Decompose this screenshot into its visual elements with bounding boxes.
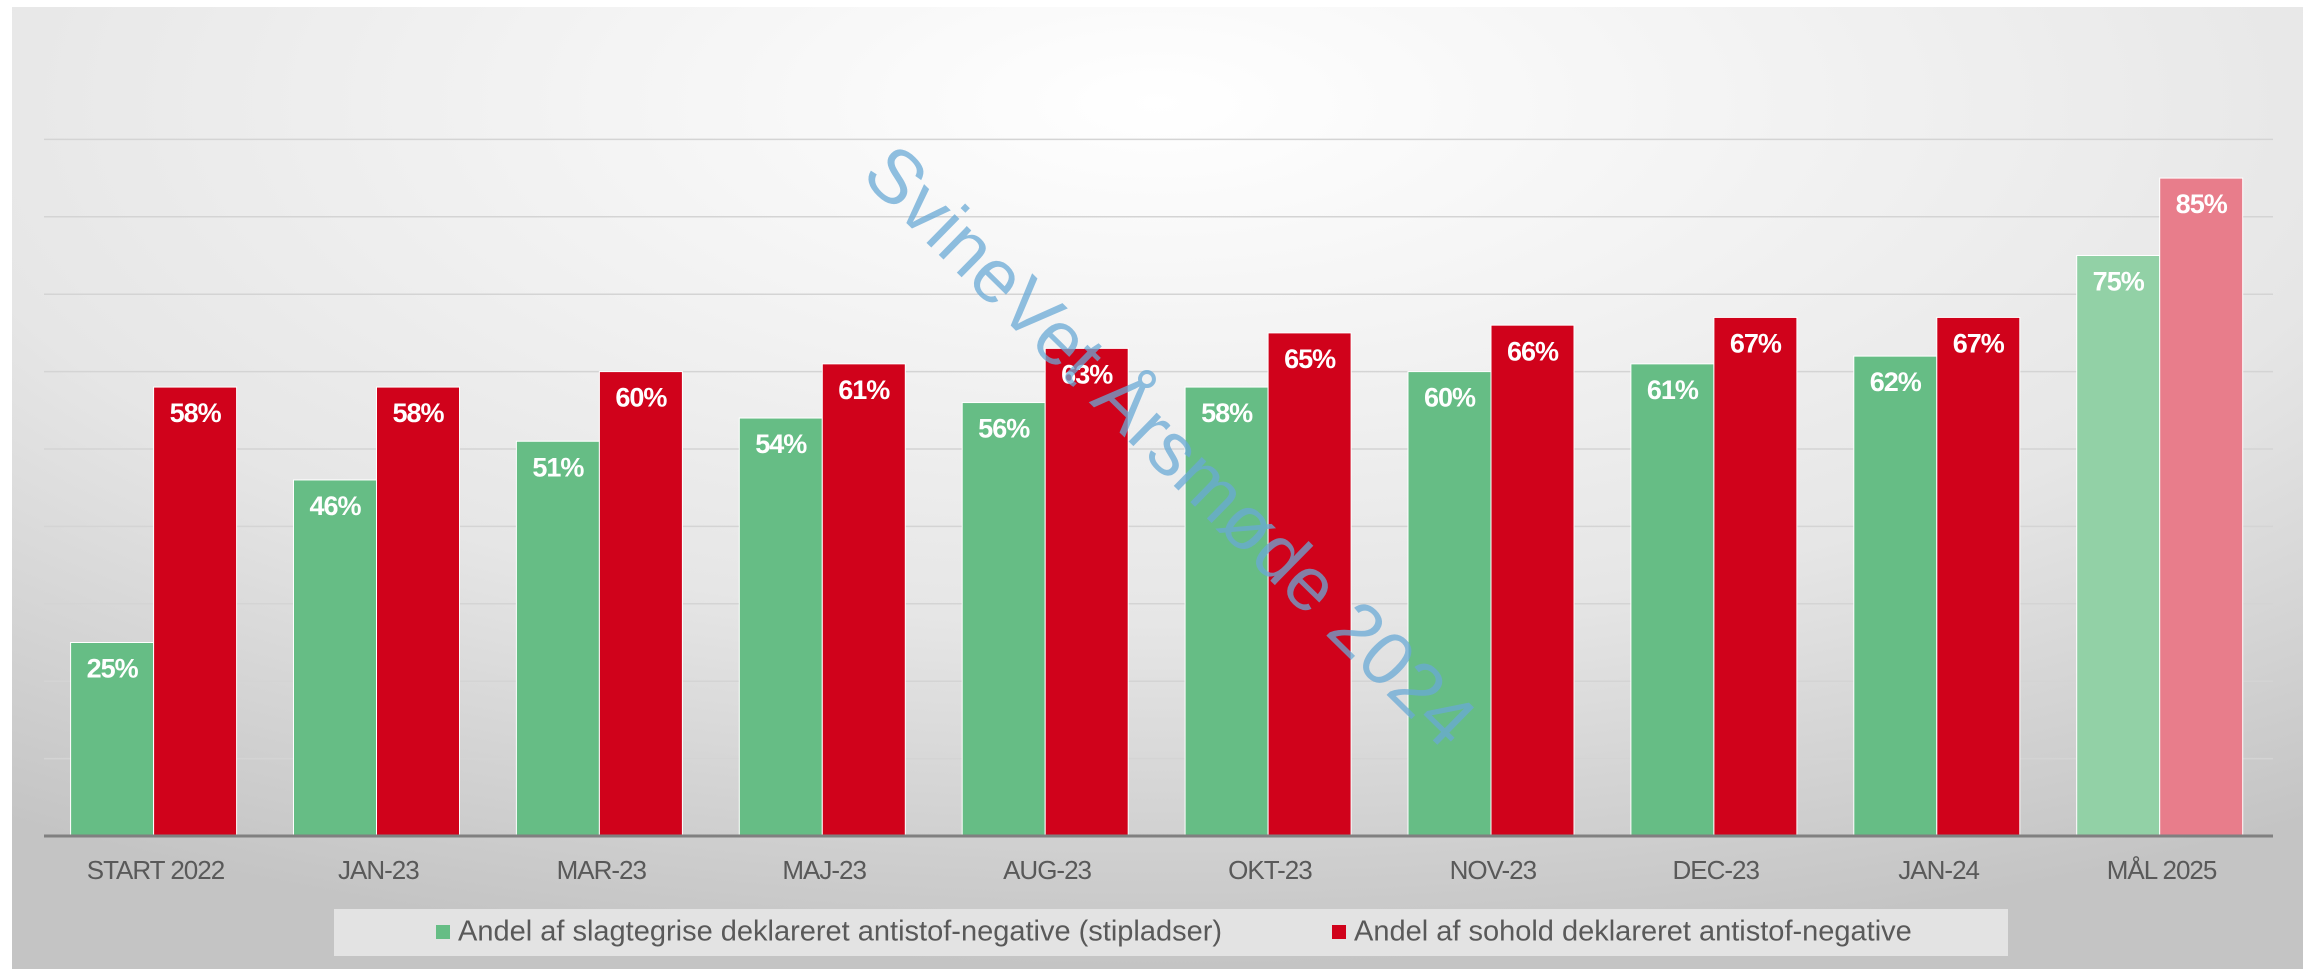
x-tick-label: MAJ-23 bbox=[782, 855, 866, 885]
x-tick-label: AUG-23 bbox=[1003, 855, 1091, 885]
bar bbox=[515, 440, 600, 837]
data-label: 58% bbox=[170, 398, 222, 428]
x-tick-label: MAR-23 bbox=[557, 855, 647, 885]
data-label: 61% bbox=[1647, 375, 1699, 405]
data-label: 25% bbox=[87, 654, 139, 684]
legend-swatch bbox=[436, 925, 450, 939]
bar bbox=[376, 386, 460, 837]
bar bbox=[598, 371, 683, 837]
data-label: 62% bbox=[1870, 367, 1922, 397]
bar bbox=[738, 417, 823, 837]
legend-label: Andel af sohold deklareret antistof-nega… bbox=[1354, 916, 1912, 948]
bar bbox=[1044, 347, 1129, 837]
bar bbox=[1490, 324, 1575, 837]
legend-box bbox=[334, 909, 2008, 956]
data-label: 67% bbox=[1953, 329, 2005, 359]
data-label: 85% bbox=[2176, 189, 2228, 219]
bar bbox=[1267, 332, 1352, 837]
data-label: 60% bbox=[615, 383, 667, 413]
data-label: 75% bbox=[2093, 267, 2145, 297]
bar bbox=[1713, 316, 1798, 837]
bar bbox=[821, 363, 906, 837]
x-tick-label: OKT-23 bbox=[1228, 855, 1312, 885]
x-tick-label: NOV-23 bbox=[1450, 855, 1537, 885]
data-label: 67% bbox=[1730, 329, 1782, 359]
x-tick-label: START 2022 bbox=[87, 855, 225, 885]
data-label: 51% bbox=[532, 452, 584, 482]
data-label: 63% bbox=[1061, 360, 1113, 390]
x-tick-label: JAN-24 bbox=[1898, 855, 1979, 885]
data-label: 56% bbox=[978, 414, 1030, 444]
data-label: 66% bbox=[1507, 336, 1559, 366]
bar bbox=[70, 642, 155, 837]
legend-label: Andel af slagtegrise deklareret antistof… bbox=[458, 916, 1222, 948]
data-label: 60% bbox=[1424, 383, 1476, 413]
legend-swatch bbox=[1332, 925, 1346, 939]
bar bbox=[961, 402, 1046, 837]
data-label: 58% bbox=[1201, 398, 1253, 428]
x-tick-label: DEC-23 bbox=[1673, 855, 1760, 885]
data-label: 54% bbox=[755, 429, 807, 459]
bar bbox=[293, 479, 377, 837]
bar bbox=[1407, 371, 1492, 837]
data-label: 58% bbox=[392, 398, 444, 428]
bar bbox=[2076, 255, 2161, 837]
bar bbox=[1853, 355, 1938, 837]
x-tick-label: MÅL 2025 bbox=[2107, 855, 2217, 885]
bar bbox=[2159, 177, 2244, 837]
data-label: 46% bbox=[309, 491, 361, 521]
bar bbox=[153, 386, 238, 837]
bar bbox=[1630, 363, 1715, 837]
data-label: 65% bbox=[1284, 344, 1336, 374]
bar bbox=[1936, 316, 2021, 837]
x-tick-label: JAN-23 bbox=[338, 855, 419, 885]
data-label: 61% bbox=[838, 375, 890, 405]
